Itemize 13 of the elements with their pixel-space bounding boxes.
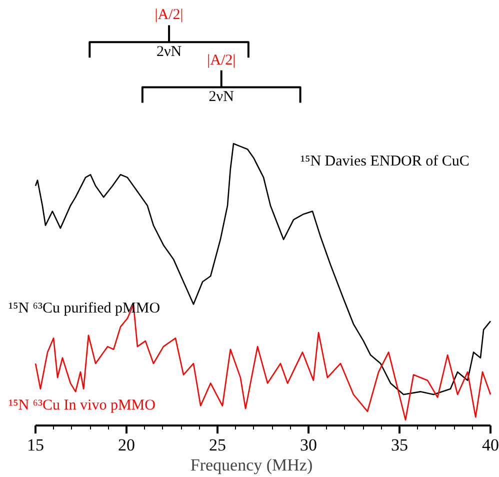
text: |A/2| [207, 52, 236, 68]
text: |A/2| [154, 7, 184, 24]
text: 2νN [156, 44, 182, 60]
x-tick-label: 15 [27, 436, 44, 454]
x-tick-label: 20 [118, 436, 135, 454]
annotation: ¹⁵N Davies ENDOR of CuC [300, 154, 470, 170]
x-tick-label: 30 [300, 436, 317, 454]
x-axis-title: Frequency (MHz) [190, 456, 313, 474]
series-label: ¹⁵N ⁶³Cu In vivo pMMO [8, 398, 156, 414]
x-tick-label: 40 [482, 436, 499, 454]
text: 2νN [208, 89, 234, 106]
x-tick-label: 35 [391, 436, 408, 454]
x-tick-label: 25 [209, 436, 226, 454]
